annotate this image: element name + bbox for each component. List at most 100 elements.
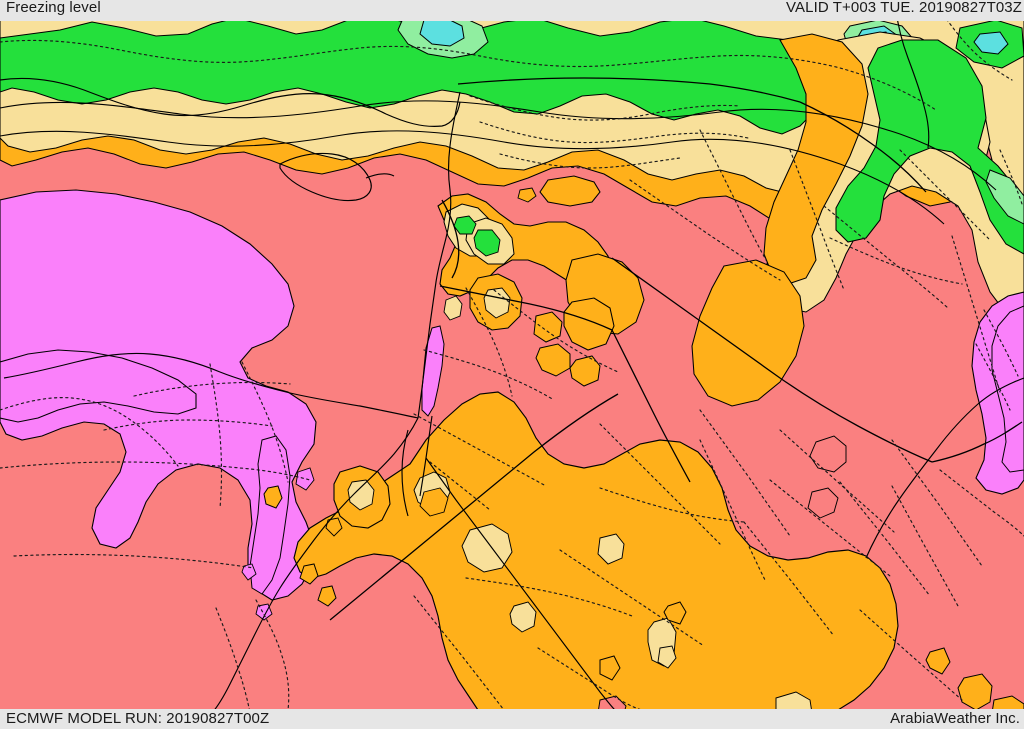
band-region-orange-wiraq-b [569, 355, 601, 387]
admin-border-egypt-h [255, 599, 290, 711]
band-region-orange-hijaz-blob-c [317, 585, 337, 607]
border-north-iraq [799, 101, 927, 193]
coastline-cyprus-tail [365, 173, 395, 179]
band-region-orange-hijaz-blob-a [263, 485, 283, 509]
contour-line-north-b [0, 130, 945, 225]
border-jordan-saudi-triangle [611, 329, 691, 483]
border-iraq-saudi-jordan [611, 257, 933, 463]
band-region-tan-arabia-b [461, 523, 513, 573]
band-region-magenta-gulf-b [991, 305, 1024, 473]
admin-border-jordan-b [413, 413, 547, 487]
admin-border-egypt-g [0, 397, 179, 467]
coastline-turkey-south [0, 77, 461, 127]
band-region-orange-narabia-b [663, 601, 687, 625]
band-region-orange-wiraq-c [533, 311, 563, 343]
band-region-salmon-pocket-b [807, 487, 839, 519]
band-region-magenta-nile-strip [249, 435, 291, 595]
admin-border-syria-d [493, 289, 619, 373]
contour-line-north-a [0, 100, 997, 191]
band-region-lightgreen-ne2 [985, 169, 1024, 225]
page-title: Freezing level [6, 0, 101, 16]
admin-border-gulf-a [983, 309, 1019, 377]
coastline-gulf-suez [401, 429, 409, 517]
border-syria-lebanon [441, 199, 460, 279]
admin-border-saudi-g [559, 549, 705, 647]
admin-border-iran-d [999, 149, 1023, 205]
band-region-orange-syria-small [517, 187, 537, 203]
band-region-orange-redsea-b [419, 487, 449, 517]
border-jordan-saudi [439, 285, 613, 331]
admin-border-iraq-desert-a [699, 409, 791, 537]
admin-border-saudi-e [891, 485, 959, 607]
valid-time-label: VALID T+003 TUE. 20190827T03Z [786, 0, 1022, 16]
admin-border-syria-e [465, 287, 513, 397]
admin-border-syria-a [469, 95, 741, 121]
admin-border-saudi-d [839, 481, 931, 597]
admin-border-egypt-d [103, 419, 273, 431]
admin-border-gulf-b [975, 343, 1011, 411]
band-region-green-antilebanon-peak [473, 229, 501, 257]
header-bar: Freezing level VALID T+003 TUE. 20190827… [0, 0, 1024, 21]
admin-border-saudi-k [413, 595, 505, 711]
admin-border-syria-c [499, 153, 681, 169]
band-region-orange-redsea-a [325, 517, 343, 537]
admin-border-iran-b [829, 237, 963, 285]
band-region-green-ne [835, 39, 1024, 255]
admin-border-egypt-c [133, 381, 291, 397]
band-region-orange-wiraq-a [535, 343, 571, 377]
coastline-redsea-west [211, 417, 419, 713]
footer-bar: ECMWF MODEL RUN: 20190827T00Z ArabiaWeat… [0, 709, 1024, 729]
admin-border-iran-c [899, 149, 991, 241]
admin-border-egypt-b [209, 363, 223, 509]
admin-border-iraq-desert-b [779, 429, 895, 533]
coastline-levant [417, 91, 461, 419]
admin-border-iraq-desert-c [891, 439, 983, 567]
border-iraq-kuwait [931, 421, 1023, 463]
band-region-tan-arabia-e [597, 533, 625, 565]
coastline-north-lake [895, 10, 930, 149]
brand-label: ArabiaWeather Inc. [890, 710, 1020, 727]
band-region-orange-narabia-a [599, 655, 621, 681]
coastline-redsea-east [425, 457, 619, 713]
freezing-level-contour-map[interactable] [0, 10, 1024, 713]
band-region-tan-arabia-c [509, 601, 537, 633]
border-saudi-iraq-neutral [329, 393, 619, 621]
admin-border-saudi-b [699, 439, 767, 583]
admin-border-iran-a [951, 235, 1001, 393]
admin-border-syria-b [479, 121, 749, 144]
band-region-cyan-ne-blob-a [973, 31, 1009, 55]
band-region-orange-ne [763, 33, 869, 285]
band-region-orange-esaudi-a [925, 647, 951, 675]
admin-border-egypt-e [0, 461, 311, 481]
band-region-magenta-rift-b [295, 467, 315, 491]
admin-border-jordan-c [429, 461, 491, 511]
admin-border-iraq-b [699, 129, 767, 261]
band-region-orange-ne-b [691, 259, 805, 407]
coastline-cyprus [279, 152, 372, 202]
admin-border-jordan-a [423, 349, 555, 401]
band-region-orange-hijaz-blob-b [299, 563, 319, 585]
coastline-n-egypt [3, 352, 419, 419]
model-run-label: ECMWF MODEL RUN: 20190827T00Z [6, 710, 270, 727]
band-region-orange-syria-oval [539, 175, 601, 207]
border-syria-iraq [457, 77, 801, 103]
forecast-map-canvas[interactable] [0, 10, 1024, 713]
admin-border-turkey-a [0, 39, 937, 111]
coastline-persian-gulf [865, 377, 1024, 559]
band-region-orange-arabia-main [293, 391, 899, 713]
admin-border-saudi-a [599, 423, 721, 545]
admin-border-egypt-a [241, 361, 289, 483]
admin-border-saudi-h [465, 577, 633, 617]
admin-border-egypt-i [215, 607, 251, 713]
admin-border-caucasus [939, 10, 1013, 81]
band-region-tan-blob-golan [443, 295, 463, 321]
band-region-magenta-speck-b [241, 563, 257, 581]
band-region-orange-esyria-b [563, 297, 615, 351]
admin-border-iraq-desert-d [939, 469, 1024, 537]
admin-border-iraq-a [629, 179, 781, 281]
band-region-tan-arabia-f [657, 645, 677, 669]
band-region-salmon-pocket-a [809, 435, 847, 473]
admin-border-egypt-f [13, 553, 255, 569]
admin-border-saudi-c [769, 479, 891, 577]
